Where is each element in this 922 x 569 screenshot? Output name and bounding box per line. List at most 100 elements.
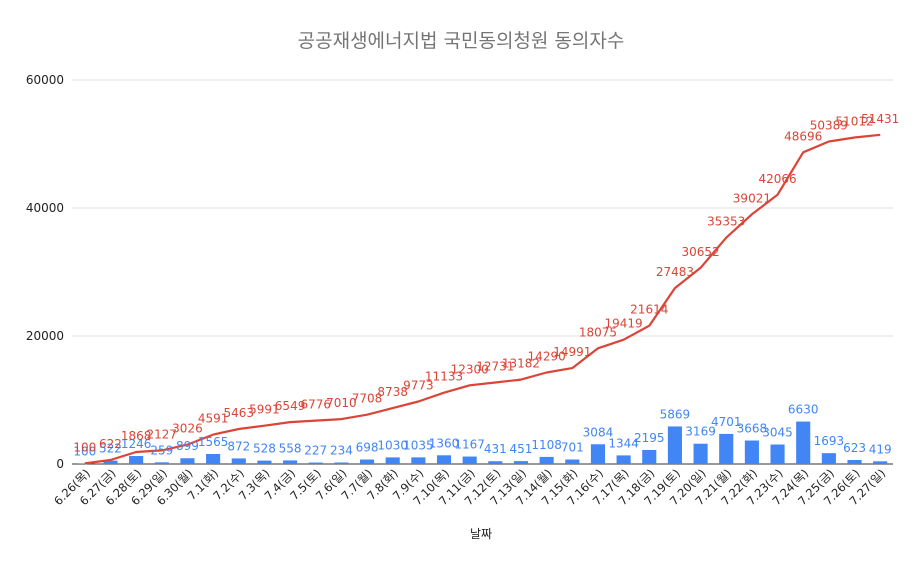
bar (206, 453, 221, 464)
line-data-label: 48696 (784, 129, 822, 143)
bar-data-label: 528 (253, 442, 276, 456)
line-data-label: 3026 (172, 422, 203, 436)
bar (231, 458, 246, 464)
bar-data-label: 451 (510, 442, 533, 456)
bar-data-label: 1035 (403, 438, 434, 452)
bar-data-label: 872 (227, 439, 250, 453)
bar (462, 456, 477, 464)
bar-data-label: 259 (150, 443, 173, 457)
y-tick-labels: 0 20000 40000 60000 (26, 73, 64, 471)
bar (565, 459, 580, 464)
bar-data-label: 899 (176, 439, 199, 453)
bar-data-label: 522 (99, 442, 122, 456)
line-data-label: 4591 (198, 412, 229, 426)
bar (129, 456, 144, 464)
bar (488, 461, 503, 464)
bar (334, 462, 349, 464)
bar (308, 462, 323, 464)
line-data-label: 12300 (451, 362, 489, 376)
x-tick-labels: 6.26(목)6.27(금)6.28(토)6.29(일)6.30(월)7.1(화… (51, 466, 888, 508)
bar (283, 460, 298, 464)
bar-data-label: 3169 (685, 425, 716, 439)
bar (770, 444, 785, 464)
bar (77, 463, 92, 464)
bar-data-label: 3084 (583, 425, 614, 439)
chart-title: 공공재생에너지법 국민동의청원 동의자수 (298, 30, 625, 52)
y-tick-label: 40000 (26, 201, 64, 215)
line-series (84, 133, 881, 465)
bar (411, 457, 426, 464)
line-data-label: 5991 (249, 403, 280, 417)
bar-data-label: 1693 (814, 434, 845, 448)
bar-data-label: 5869 (660, 407, 691, 421)
line-data-label: 1868 (121, 429, 152, 443)
bar-data-label: 1246 (121, 437, 152, 451)
line-data-label: 18075 (579, 325, 617, 339)
line-data-label: 39021 (733, 191, 771, 205)
bar (154, 462, 169, 464)
line-data-label: 27483 (656, 265, 694, 279)
bar (873, 461, 888, 464)
bar-data-label: 698 (356, 441, 379, 455)
x-axis-title: 날짜 (470, 527, 492, 541)
bar (513, 461, 529, 464)
line-data-label: 14290 (528, 350, 566, 364)
line-data-label: 42066 (758, 172, 796, 186)
line-data-label: 51431 (861, 112, 899, 126)
bar-data-label: 1167 (454, 438, 485, 452)
y-tick-label: 60000 (26, 73, 64, 87)
bar (359, 459, 375, 464)
line-data-label: 51012 (835, 115, 873, 129)
bar (616, 455, 631, 464)
bar-series (77, 421, 888, 464)
bar-data-label: 3045 (762, 426, 793, 440)
bar (667, 426, 682, 464)
bar-data-label: 227 (304, 444, 327, 458)
bar-data-label: 1360 (429, 436, 460, 450)
line-data-label: 9773 (403, 378, 434, 392)
line-data-label: 5463 (223, 406, 254, 420)
line-data-label: 11133 (425, 370, 463, 384)
line-data-label: 6776 (300, 398, 331, 412)
bar-data-label: 623 (843, 441, 866, 455)
line-data-label: 13182 (502, 357, 540, 371)
bar (103, 460, 118, 464)
bar-data-label: 100 (73, 444, 96, 458)
bar (257, 460, 272, 464)
bar-data-label: 1108 (531, 438, 562, 452)
line-data-label: 30652 (681, 245, 719, 259)
bar (642, 449, 657, 464)
line-data-label: 21614 (630, 303, 668, 317)
bar-data-label: 2195 (634, 431, 665, 445)
bar (744, 440, 759, 464)
y-tick-label: 0 (56, 457, 64, 471)
cumulative-line (84, 133, 881, 465)
bar-data-label: 3668 (737, 422, 768, 436)
bar (693, 443, 708, 464)
bar-data-label: 234 (330, 444, 353, 458)
bar (590, 444, 606, 464)
bar-data-label: 1565 (198, 435, 229, 449)
grid (72, 79, 893, 465)
line-data-labels: 100 6221868212730264591546359916549677670… (73, 112, 899, 455)
bar (539, 456, 554, 464)
bar-data-label: 431 (484, 442, 507, 456)
line-data-label: 100 (73, 440, 96, 454)
bar-data-label: 6630 (788, 403, 819, 417)
bar-data-label: 558 (279, 441, 302, 455)
bar-data-label: 4701 (711, 415, 742, 429)
bar (821, 453, 836, 464)
y-tick-label: 20000 (26, 329, 64, 343)
bar (180, 458, 195, 464)
bar-data-label: 419 (869, 442, 892, 456)
line-data-label: 50389 (810, 119, 848, 133)
bar (847, 460, 862, 464)
line-data-label: 7010 (326, 396, 357, 410)
bar-data-label: 1344 (608, 436, 639, 450)
bar (796, 421, 811, 464)
line-data-label: 7708 (352, 392, 383, 406)
line-data-label: 12731 (476, 360, 514, 374)
bar-data-label: 701 (561, 441, 584, 455)
